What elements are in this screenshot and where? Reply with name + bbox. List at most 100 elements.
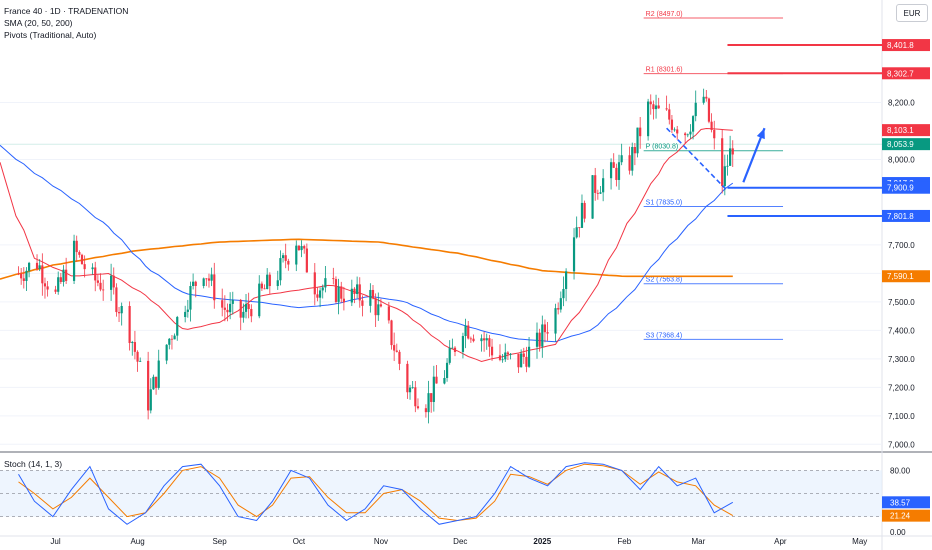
candle-body bbox=[702, 96, 705, 103]
candle-body bbox=[189, 286, 192, 310]
candle-body bbox=[287, 260, 290, 265]
pivot-label: S1 (7835.0) bbox=[646, 199, 683, 206]
stoch-legend[interactable]: Stoch (14, 1, 3) bbox=[4, 459, 63, 469]
sma-legend[interactable]: SMA (20, 50, 200) bbox=[4, 18, 73, 28]
pivot-label: R1 (8301.6) bbox=[646, 67, 683, 74]
candle-body bbox=[673, 129, 676, 131]
stoch-value-label: 38.57 bbox=[890, 498, 911, 507]
time-tick-label: Oct bbox=[293, 537, 306, 546]
candle-body bbox=[731, 148, 734, 155]
candle-body bbox=[168, 338, 171, 345]
candle-body bbox=[340, 286, 343, 299]
candle-body bbox=[723, 166, 726, 187]
stoch-value-tag bbox=[882, 496, 930, 509]
price-tick-label: 7,000.0 bbox=[888, 440, 915, 449]
time-tick-label: Apr bbox=[774, 537, 787, 546]
candle-body bbox=[694, 102, 697, 117]
candle-body bbox=[657, 105, 660, 109]
candle-body bbox=[427, 393, 430, 413]
candle-body bbox=[41, 265, 44, 284]
candle-body bbox=[628, 155, 631, 171]
candle-body bbox=[639, 127, 642, 137]
candle-body bbox=[65, 269, 68, 281]
time-tick-label: Mar bbox=[691, 537, 705, 546]
candle-body bbox=[506, 352, 510, 355]
stoch-k-line bbox=[18, 462, 734, 525]
candle-body bbox=[202, 278, 205, 286]
candle-body bbox=[99, 282, 102, 290]
candle-body bbox=[136, 351, 139, 362]
candle-body bbox=[353, 288, 356, 295]
time-tick-label: Dec bbox=[453, 537, 467, 546]
candle-body bbox=[435, 376, 438, 384]
candle-body bbox=[594, 175, 597, 193]
pivot-label: P (8030.8) bbox=[646, 144, 679, 151]
candle-body bbox=[517, 353, 520, 368]
candle-body bbox=[448, 347, 451, 363]
candle-body bbox=[424, 408, 428, 413]
price-tag-label: 8,401.8 bbox=[887, 41, 914, 50]
candle-body bbox=[75, 240, 78, 253]
candle-body bbox=[25, 270, 28, 281]
candle-body bbox=[472, 338, 475, 342]
candle-body bbox=[110, 275, 113, 290]
pivot-label: R2 (8497.0) bbox=[646, 11, 683, 18]
candle-body bbox=[297, 245, 301, 251]
sma20-line bbox=[0, 127, 733, 363]
candle-body bbox=[414, 387, 417, 407]
candle-body bbox=[260, 283, 263, 289]
candle-body bbox=[416, 406, 420, 409]
candle-body bbox=[686, 134, 689, 136]
candle-body bbox=[721, 138, 724, 187]
candle-body bbox=[350, 288, 353, 303]
candle-body bbox=[387, 306, 390, 321]
candle-body bbox=[615, 167, 618, 180]
candle-body bbox=[565, 271, 568, 289]
candle-body bbox=[247, 304, 250, 310]
price-tag bbox=[882, 138, 930, 151]
candle-body bbox=[43, 283, 47, 287]
sma-lines bbox=[0, 127, 734, 363]
candle-body bbox=[226, 309, 229, 313]
candle-body bbox=[546, 332, 549, 334]
sma200-line bbox=[0, 238, 733, 280]
candle-body bbox=[443, 377, 446, 384]
candle-body bbox=[83, 264, 86, 270]
candle-body bbox=[578, 227, 581, 229]
candle-body bbox=[316, 294, 319, 298]
stoch-d-line bbox=[18, 463, 734, 522]
price-tag bbox=[882, 124, 930, 137]
candle-body bbox=[554, 308, 557, 334]
candle-body bbox=[482, 338, 486, 341]
candle-body bbox=[525, 356, 528, 367]
time-axis: Jul Aug Sep Oct Nov Dec 2025 Feb Mar Apr May bbox=[50, 537, 867, 546]
candle-body bbox=[395, 350, 398, 352]
currency-button[interactable]: EUR bbox=[896, 4, 928, 22]
symbol-title: France 40 · 1D · TRADENATION bbox=[4, 6, 129, 16]
candle-body bbox=[133, 342, 137, 352]
price-tick-label: 7,300.0 bbox=[888, 355, 915, 364]
candle-body bbox=[221, 300, 224, 308]
candle-body bbox=[210, 274, 213, 281]
candle-body bbox=[281, 255, 285, 259]
candle-body bbox=[342, 298, 345, 303]
pivots-legend[interactable]: Pivots (Traditional, Auto) bbox=[4, 30, 97, 40]
candle-body bbox=[80, 254, 84, 265]
candle-body bbox=[176, 317, 179, 336]
candle-body bbox=[670, 119, 674, 130]
candle-body bbox=[194, 281, 197, 286]
candle-body bbox=[451, 347, 454, 349]
candle-body bbox=[213, 274, 216, 301]
candle-body bbox=[591, 175, 594, 219]
candle-body bbox=[96, 280, 99, 283]
candle-body bbox=[139, 360, 142, 362]
candle-body bbox=[268, 274, 271, 287]
candle-body bbox=[229, 303, 232, 313]
candle-body bbox=[62, 269, 65, 282]
candle-body bbox=[27, 262, 31, 271]
candle-body bbox=[562, 288, 565, 299]
candle-body bbox=[480, 338, 483, 342]
candle-body bbox=[46, 286, 49, 290]
candle-body bbox=[115, 287, 118, 313]
